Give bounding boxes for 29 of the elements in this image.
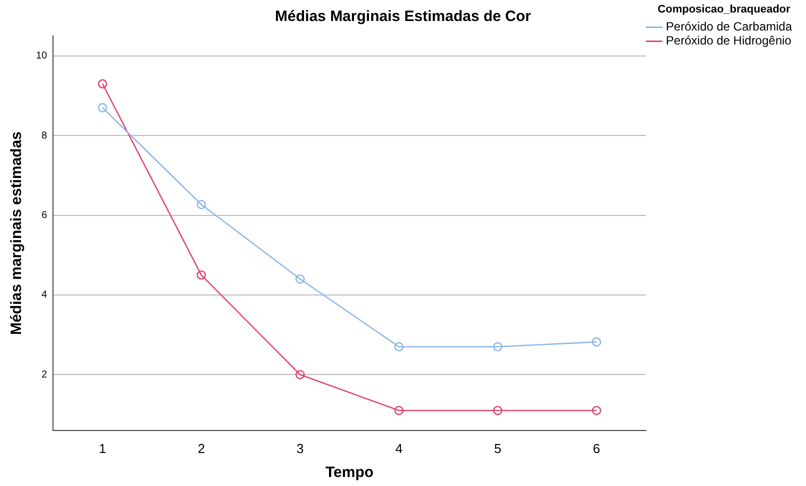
y-tick-label: 10 — [36, 50, 48, 62]
y-tick-label: 2 — [42, 369, 48, 380]
point — [295, 370, 305, 380]
legend-title: Composicao_braqueador — [658, 4, 792, 16]
point — [98, 79, 108, 88]
point — [592, 406, 602, 416]
x-tick-label: 3 — [296, 440, 304, 456]
point — [493, 406, 502, 416]
y-tick-label: 6 — [42, 210, 48, 222]
y-tick-label: 4 — [42, 290, 48, 301]
x-tick-label: 4 — [395, 440, 403, 456]
legend-label: Peróxido de Hidrogênio — [666, 34, 792, 48]
point — [394, 342, 404, 352]
y-tick-label: 8 — [42, 130, 48, 142]
chart-title: Médias Marginais Estimadas de Cor — [275, 8, 532, 26]
x-axis-title: Tempo — [325, 464, 374, 482]
y-axis-title: Médias marginais estimadas — [8, 131, 26, 335]
x-tick-label: 1 — [98, 440, 106, 456]
legend-label: Peróxido de Carbamida — [666, 20, 792, 34]
point — [493, 342, 502, 352]
point — [196, 200, 206, 210]
x-tick-label: 6 — [592, 440, 600, 456]
point — [394, 406, 404, 416]
point — [592, 337, 602, 347]
x-tick-label: 5 — [494, 440, 502, 456]
x-tick-label: 2 — [198, 440, 205, 456]
point — [196, 270, 206, 280]
point — [98, 103, 108, 112]
point — [295, 274, 305, 284]
